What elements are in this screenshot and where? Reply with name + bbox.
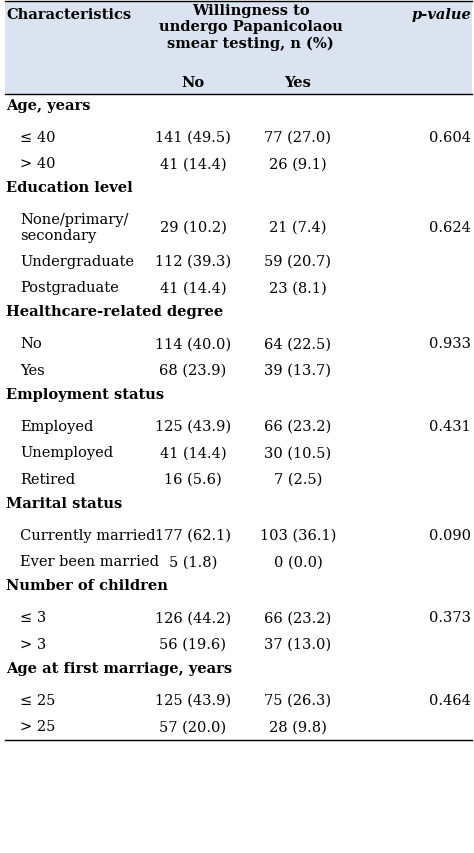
Text: 68 (23.9): 68 (23.9) bbox=[159, 363, 227, 377]
Text: Unemployed: Unemployed bbox=[20, 446, 113, 460]
Text: Postgraduate: Postgraduate bbox=[20, 281, 119, 295]
Text: 125 (43.9): 125 (43.9) bbox=[155, 420, 231, 433]
Text: 66 (23.2): 66 (23.2) bbox=[264, 611, 332, 624]
Text: 26 (9.1): 26 (9.1) bbox=[269, 157, 327, 171]
Bar bbox=[5, 657, 472, 687]
Text: 75 (26.3): 75 (26.3) bbox=[264, 693, 331, 707]
Bar bbox=[5, 492, 472, 522]
Text: Healthcare-related degree: Healthcare-related degree bbox=[6, 305, 223, 319]
Text: 37 (13.0): 37 (13.0) bbox=[264, 637, 331, 651]
Text: ≤ 3: ≤ 3 bbox=[20, 611, 46, 624]
Text: 0.604: 0.604 bbox=[429, 131, 471, 144]
Text: 0 (0.0): 0 (0.0) bbox=[273, 554, 322, 569]
Text: 141 (49.5): 141 (49.5) bbox=[155, 131, 231, 144]
Text: 77 (27.0): 77 (27.0) bbox=[264, 131, 331, 144]
Bar bbox=[5, 95, 472, 125]
Text: 64 (22.5): 64 (22.5) bbox=[264, 337, 331, 351]
Text: Retired: Retired bbox=[20, 473, 75, 486]
Text: 57 (20.0): 57 (20.0) bbox=[159, 719, 227, 734]
Text: ≤ 25: ≤ 25 bbox=[20, 693, 55, 707]
Text: Ever been married: Ever been married bbox=[20, 554, 159, 569]
Text: Employed: Employed bbox=[20, 420, 93, 433]
Text: No: No bbox=[20, 337, 42, 351]
Bar bbox=[5, 604, 472, 630]
Text: 5 (1.8): 5 (1.8) bbox=[169, 554, 217, 569]
Text: 16 (5.6): 16 (5.6) bbox=[164, 473, 222, 486]
Bar bbox=[5, 275, 472, 301]
Text: > 25: > 25 bbox=[20, 719, 55, 734]
Text: No: No bbox=[182, 76, 205, 90]
Text: Characteristics: Characteristics bbox=[6, 8, 131, 22]
Text: 41 (14.4): 41 (14.4) bbox=[160, 281, 226, 295]
Bar bbox=[5, 206, 472, 248]
Text: 0.373: 0.373 bbox=[429, 611, 471, 624]
Text: Yes: Yes bbox=[284, 76, 311, 90]
Text: > 3: > 3 bbox=[20, 637, 46, 651]
Text: 41 (14.4): 41 (14.4) bbox=[160, 157, 226, 171]
Bar bbox=[5, 384, 472, 413]
Bar bbox=[5, 713, 472, 740]
Text: None/primary/
secondary: None/primary/ secondary bbox=[20, 212, 128, 242]
Text: 66 (23.2): 66 (23.2) bbox=[264, 420, 332, 433]
Bar bbox=[5, 331, 472, 357]
Text: 0.624: 0.624 bbox=[429, 220, 471, 235]
Text: 0.933: 0.933 bbox=[429, 337, 471, 351]
Text: Age at first marriage, years: Age at first marriage, years bbox=[6, 661, 232, 676]
Bar bbox=[5, 151, 472, 177]
Text: 103 (36.1): 103 (36.1) bbox=[260, 528, 336, 543]
Text: 125 (43.9): 125 (43.9) bbox=[155, 693, 231, 707]
Text: Employment status: Employment status bbox=[6, 387, 164, 402]
Text: 0.464: 0.464 bbox=[429, 693, 471, 707]
Text: 0.090: 0.090 bbox=[429, 528, 471, 543]
Text: > 40: > 40 bbox=[20, 157, 55, 171]
Text: 0.431: 0.431 bbox=[429, 420, 471, 433]
Bar bbox=[5, 687, 472, 713]
Text: 177 (62.1): 177 (62.1) bbox=[155, 528, 231, 543]
Bar bbox=[5, 301, 472, 331]
Bar bbox=[5, 413, 472, 439]
Text: Willingness to
undergo Papanicolaou
smear testing, n (%): Willingness to undergo Papanicolaou smea… bbox=[159, 4, 342, 51]
Bar bbox=[5, 177, 472, 206]
Text: Marital status: Marital status bbox=[6, 496, 122, 510]
Text: Undergraduate: Undergraduate bbox=[20, 254, 134, 269]
Text: 28 (9.8): 28 (9.8) bbox=[269, 719, 327, 734]
Bar bbox=[5, 630, 472, 657]
Text: 7 (2.5): 7 (2.5) bbox=[274, 473, 322, 486]
Text: 59 (20.7): 59 (20.7) bbox=[264, 254, 331, 269]
Text: Currently married: Currently married bbox=[20, 528, 155, 543]
Text: 126 (44.2): 126 (44.2) bbox=[155, 611, 231, 624]
Text: 112 (39.3): 112 (39.3) bbox=[155, 254, 231, 269]
Text: 29 (10.2): 29 (10.2) bbox=[160, 220, 227, 235]
Bar bbox=[5, 357, 472, 384]
Text: ≤ 40: ≤ 40 bbox=[20, 131, 55, 144]
Text: 23 (8.1): 23 (8.1) bbox=[269, 281, 327, 295]
Text: 39 (13.7): 39 (13.7) bbox=[264, 363, 331, 377]
Text: Number of children: Number of children bbox=[6, 579, 168, 593]
Text: p-value: p-value bbox=[411, 8, 471, 22]
Bar bbox=[5, 466, 472, 492]
Text: 21 (7.4): 21 (7.4) bbox=[269, 220, 327, 235]
Text: 41 (14.4): 41 (14.4) bbox=[160, 446, 226, 460]
Bar bbox=[5, 248, 472, 275]
Text: Age, years: Age, years bbox=[6, 99, 91, 113]
Bar bbox=[5, 575, 472, 604]
Text: Yes: Yes bbox=[20, 363, 45, 377]
Bar bbox=[5, 439, 472, 466]
Text: 56 (19.6): 56 (19.6) bbox=[159, 637, 227, 651]
Bar bbox=[5, 548, 472, 575]
Text: 30 (10.5): 30 (10.5) bbox=[264, 446, 331, 460]
Bar bbox=[5, 2, 472, 95]
Text: Education level: Education level bbox=[6, 182, 133, 195]
Bar bbox=[5, 522, 472, 548]
Text: 114 (40.0): 114 (40.0) bbox=[155, 337, 231, 351]
Bar bbox=[5, 125, 472, 151]
